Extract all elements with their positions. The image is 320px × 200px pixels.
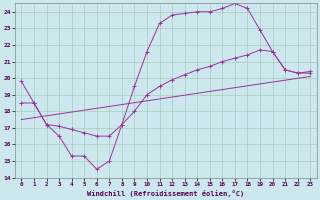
- X-axis label: Windchill (Refroidissement éolien,°C): Windchill (Refroidissement éolien,°C): [87, 190, 244, 197]
